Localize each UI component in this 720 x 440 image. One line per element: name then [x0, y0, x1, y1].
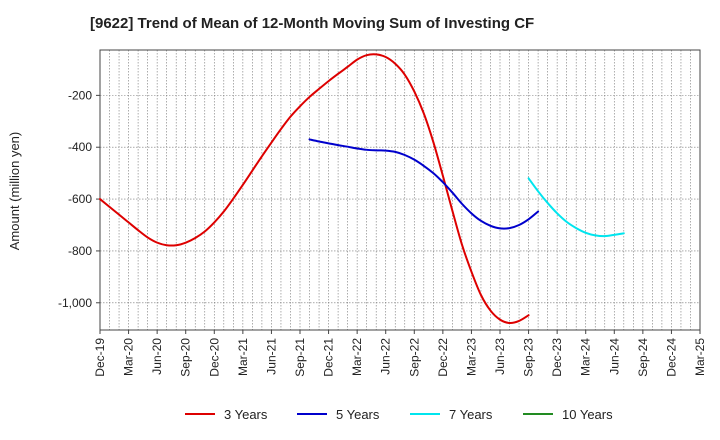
legend-label-3-years: 3 Years	[224, 407, 268, 422]
grid	[100, 50, 700, 330]
x-tick-label: Jun-22	[379, 338, 393, 375]
x-tick-label: Jun-21	[264, 338, 278, 375]
x-tick-label: Sep-20	[179, 338, 193, 377]
x-tick-label: Mar-23	[464, 338, 478, 376]
legend-label-7-years: 7 Years	[449, 407, 493, 422]
x-tick-label: Dec-21	[322, 338, 336, 377]
x-tick-label: Mar-25	[693, 338, 707, 376]
legend-label-5-years: 5 Years	[336, 407, 380, 422]
x-tick-label: Jun-20	[150, 338, 164, 375]
series-lines	[99, 53, 625, 325]
series-line-3-years	[99, 53, 530, 325]
y-tick-label: -200	[68, 88, 92, 102]
legend-label-10-years: 10 Years	[562, 407, 613, 422]
x-tick-label: Mar-20	[122, 338, 136, 376]
x-tick-label: Sep-21	[293, 338, 307, 377]
y-tick-label: -800	[68, 244, 92, 258]
x-tick-label: Sep-24	[636, 338, 650, 377]
x-tick-label: Dec-23	[550, 338, 564, 377]
x-tick-label: Mar-22	[350, 338, 364, 376]
x-tick-label: Jun-24	[607, 338, 621, 375]
y-tick-label: -600	[68, 192, 92, 206]
series-line-5-years	[308, 138, 540, 230]
plot-frame	[99, 49, 701, 331]
chart-title: [9622] Trend of Mean of 12-Month Moving …	[90, 15, 534, 32]
series-line-7-years	[527, 177, 625, 238]
x-tick-label: Sep-22	[407, 338, 421, 377]
y-tick-label: -400	[68, 140, 92, 154]
x-tick-label: Mar-21	[236, 338, 250, 376]
x-tick-label: Mar-24	[579, 338, 593, 376]
y-axis-label: Amount (million yen)	[7, 132, 22, 251]
y-axis: -200 -400 -600 -800 -1,000	[58, 88, 100, 310]
x-tick-label: Dec-20	[207, 338, 221, 377]
x-tick-label: Dec-19	[93, 338, 107, 377]
x-tick-label: Dec-22	[436, 338, 450, 377]
x-tick-label: Jun-23	[493, 338, 507, 375]
x-tick-label: Sep-23	[522, 338, 536, 377]
y-tick-label: -1,000	[58, 296, 92, 310]
legend: 3 Years 5 Years 7 Years 10 Years	[185, 407, 613, 422]
x-axis: Dec-19 Mar-20 Jun-20 Sep-20 Dec-20 Mar-21 Jun-…	[93, 330, 707, 377]
x-tick-label: Dec-24	[664, 338, 678, 377]
